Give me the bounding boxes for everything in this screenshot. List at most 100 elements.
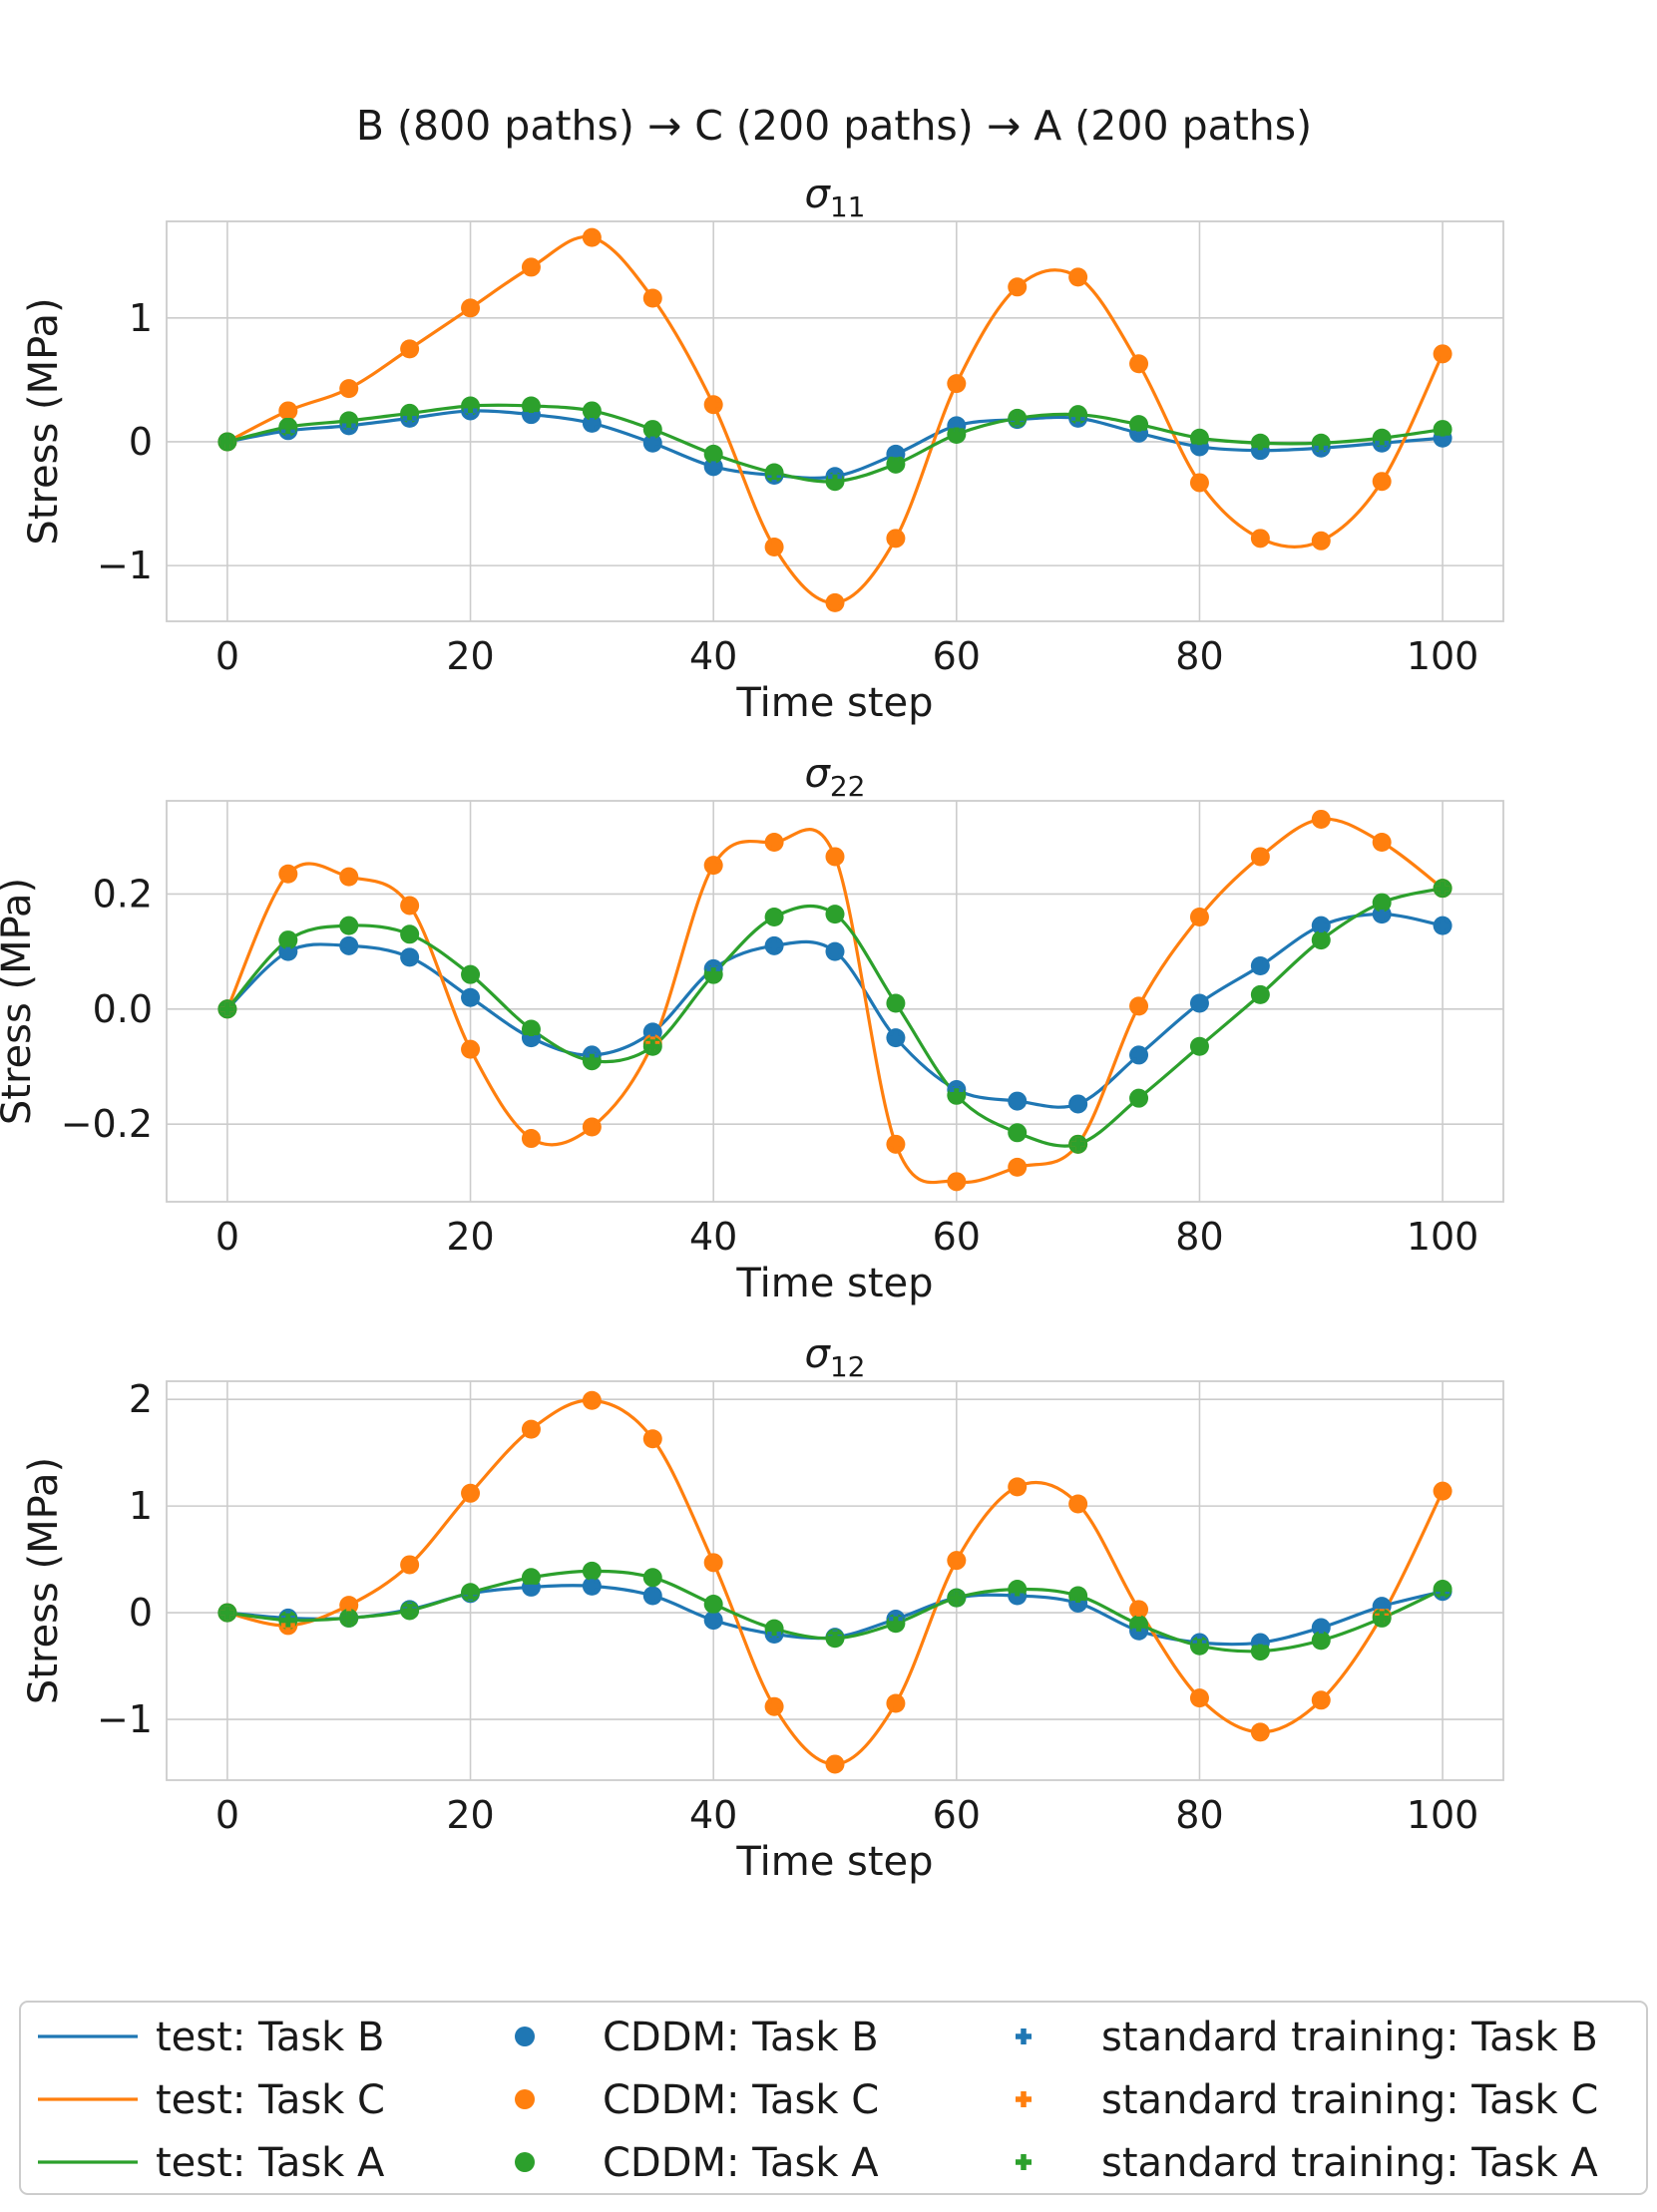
standard-point xyxy=(949,427,964,442)
standard-markers-task-c xyxy=(219,230,1450,610)
standard-point xyxy=(767,938,782,953)
standard-point xyxy=(1314,436,1329,451)
standard-point xyxy=(1375,835,1390,850)
legend-label: test: Task C xyxy=(156,2077,385,2123)
standard-point xyxy=(402,898,417,913)
standard-point xyxy=(706,1555,721,1570)
standard-point xyxy=(1131,1047,1146,1062)
standard-point xyxy=(888,457,903,472)
standard-point xyxy=(402,406,417,421)
legend-circle-swatch xyxy=(515,2027,535,2046)
x-tick-label: 40 xyxy=(689,1215,737,1259)
legend-frame xyxy=(19,2001,1648,2195)
standard-point xyxy=(585,230,600,245)
standard-point xyxy=(949,1591,964,1606)
x-tick-label: 40 xyxy=(689,634,737,678)
standard-markers-task-a xyxy=(219,398,1450,489)
standard-point xyxy=(767,835,782,850)
standard-point xyxy=(888,1616,903,1631)
legend-entry-test-c: test: Task C xyxy=(38,2077,385,2123)
x-tick-label: 0 xyxy=(215,1793,239,1837)
standard-point xyxy=(402,949,417,964)
standard-point xyxy=(1131,1091,1146,1106)
standard-point xyxy=(828,907,842,922)
standard-point xyxy=(280,932,295,947)
standard-point xyxy=(828,595,842,610)
legend-plus-swatch xyxy=(1016,2028,1032,2044)
standard-point xyxy=(645,422,660,437)
legend-plus-swatch xyxy=(1016,2154,1032,2170)
standard-point xyxy=(1131,1617,1146,1632)
legend-circle-swatch xyxy=(515,2152,535,2172)
standard-point xyxy=(1192,1039,1207,1054)
standard-point xyxy=(1375,431,1390,446)
subplot-22: 0 20 40 60 80 100 −0.2 0.0 0.2 Time step Stress (M… xyxy=(0,751,1504,1306)
axes-frame xyxy=(166,800,1504,1203)
standard-point xyxy=(828,474,842,489)
standard-point xyxy=(888,1030,903,1045)
gridlines xyxy=(167,1381,1503,1780)
standard-point xyxy=(463,398,478,413)
standard-point xyxy=(1131,417,1146,432)
cddm-markers-task-a xyxy=(217,396,1452,492)
x-axis-label: Time step xyxy=(735,1261,933,1306)
standard-point xyxy=(1253,849,1268,864)
standard-point xyxy=(341,1611,356,1626)
standard-point xyxy=(706,459,721,474)
subplot-title-subscript: 12 xyxy=(830,1350,866,1383)
standard-point xyxy=(1070,269,1085,284)
standard-point xyxy=(1070,407,1085,422)
standard-point xyxy=(645,1570,660,1585)
standard-point xyxy=(1253,436,1268,451)
standard-point xyxy=(463,300,478,315)
x-tick-label: 100 xyxy=(1407,634,1479,678)
standard-markers-task-a xyxy=(219,881,1450,1152)
standard-point xyxy=(1314,812,1329,827)
legend-entry-cddm-c: CDDM: Task C xyxy=(515,2077,879,2123)
standard-point xyxy=(645,436,660,451)
standard-point xyxy=(1192,475,1207,490)
y-tick-label: 2 xyxy=(129,1377,153,1421)
subplot-title-symbol: σ xyxy=(805,1331,832,1377)
standard-point xyxy=(949,376,964,391)
standard-point xyxy=(585,1564,600,1579)
standard-point xyxy=(1010,1094,1025,1109)
y-tick-label: −0.2 xyxy=(61,1102,153,1146)
standard-point xyxy=(280,1613,295,1628)
standard-point xyxy=(828,1756,842,1771)
standard-point xyxy=(524,1131,539,1146)
figure-title: B (800 paths) → C (200 paths) → A (200 p… xyxy=(356,102,1312,150)
standard-point xyxy=(706,858,721,873)
standard-point xyxy=(1010,411,1025,426)
standard-point xyxy=(1010,1479,1025,1494)
standard-point xyxy=(1010,1160,1025,1175)
standard-point xyxy=(888,1137,903,1152)
standard-point xyxy=(524,1422,539,1437)
subplot-title: σ22 xyxy=(805,751,866,803)
standard-point xyxy=(1314,1633,1329,1648)
x-tick-label: 60 xyxy=(933,1215,981,1259)
subplot-11: 0 20 40 60 80 100 −1 0 1 Time step Stress (MPa) σ11 xyxy=(21,172,1504,726)
x-tick-label: 20 xyxy=(446,1215,494,1259)
standard-point xyxy=(1131,356,1146,371)
standard-point xyxy=(280,403,295,418)
legend-entry-std-c: standard training: Task C xyxy=(1016,2077,1598,2123)
standard-point xyxy=(645,1039,660,1054)
standard-point xyxy=(1253,1724,1268,1739)
standard-point xyxy=(1131,1602,1146,1617)
standard-point xyxy=(949,1174,964,1189)
standard-point xyxy=(585,1120,600,1135)
standard-point xyxy=(1375,896,1390,911)
standard-point xyxy=(888,531,903,546)
standard-markers-task-c xyxy=(219,1393,1450,1771)
y-axis-label: Stress (MPa) xyxy=(21,1457,67,1704)
standard-point xyxy=(1375,474,1390,489)
y-tick-label: 0 xyxy=(129,420,153,464)
standard-point xyxy=(341,938,356,953)
standard-point xyxy=(767,910,782,924)
x-tick-label: 80 xyxy=(1175,634,1223,678)
standard-point xyxy=(463,1486,478,1501)
standard-point xyxy=(280,420,295,435)
x-tick-label: 60 xyxy=(933,1793,981,1837)
x-tick-label: 100 xyxy=(1407,1215,1479,1259)
